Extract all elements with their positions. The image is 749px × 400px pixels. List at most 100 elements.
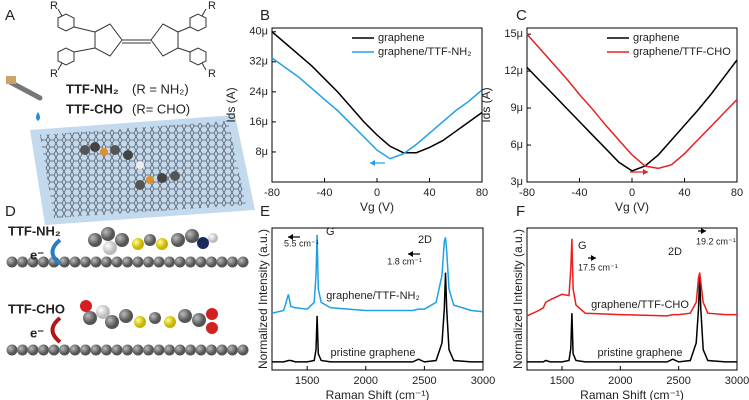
carbon-atom <box>69 256 81 268</box>
annotation: 2D <box>668 246 682 258</box>
carbon-atom <box>216 256 228 268</box>
carbon-atom <box>237 256 249 268</box>
molecule-name: TTF-CHO <box>66 101 123 116</box>
carbon-atom <box>132 256 144 268</box>
carbon-atom <box>143 256 154 268</box>
annotation: 2D <box>418 234 432 246</box>
carbon-atom <box>122 344 133 356</box>
series-label: graphene/TTF-CHO <box>591 299 689 311</box>
carbon-atom <box>111 344 123 356</box>
x-tick-label: 80 <box>731 187 743 199</box>
r-group: R <box>50 0 58 12</box>
legend-label: graphene <box>378 32 425 44</box>
data-line <box>526 33 738 170</box>
carbon-atom <box>17 256 28 268</box>
panel-label: A <box>5 7 15 24</box>
carbon-atom <box>80 344 91 356</box>
x-tick-label: 3000 <box>471 375 495 387</box>
y-axis-title: Ids (A) <box>224 87 238 122</box>
y-tick-label: 15μ <box>504 28 523 40</box>
carbon-atom <box>69 344 81 356</box>
adsorbed-molecules <box>80 142 180 190</box>
panel-label: B <box>260 7 270 24</box>
x-tick-label: 1500 <box>295 375 319 387</box>
data-line <box>526 59 738 172</box>
r-group: R <box>50 68 58 80</box>
carbon-atom <box>101 256 112 268</box>
carbon-atom <box>216 344 228 356</box>
x-tick-label: 40 <box>423 187 435 199</box>
x-tick-label: -40 <box>572 187 588 199</box>
arrow-head <box>701 228 706 234</box>
carbon-atom <box>132 344 144 356</box>
graphene-lattice <box>40 121 246 218</box>
carbon-atom <box>6 344 18 356</box>
annotation: G <box>326 226 335 238</box>
electron: e⁻ <box>30 247 44 262</box>
carbon-atom <box>227 344 238 356</box>
x-tick-label: 0 <box>374 187 380 199</box>
plot-frame <box>526 227 738 371</box>
carbon-atom <box>111 256 123 268</box>
x-tick-label: 80 <box>476 187 488 199</box>
y-tick-label: 12μ <box>504 65 523 77</box>
arrow-head <box>370 160 375 166</box>
x-tick-label: 1500 <box>550 375 574 387</box>
carbon-atom <box>48 344 60 356</box>
carbon-atom <box>206 344 217 356</box>
legend-label: graphene <box>633 32 680 44</box>
y-axis-title: Normalized Intensity (a.u.) <box>256 229 270 369</box>
carbon-atom <box>80 256 91 268</box>
y-tick-label: 24μ <box>249 86 268 98</box>
carbon-atom <box>153 344 165 356</box>
carbon-atom <box>143 344 154 356</box>
x-axis-title: Raman Shift (cm⁻¹) <box>580 388 684 400</box>
y-tick-label: 3μ <box>511 176 523 188</box>
carbon-atom <box>164 256 175 268</box>
x-tick-label: 2000 <box>608 375 632 387</box>
carbon-atom <box>174 344 186 356</box>
y-tick-label: 16μ <box>249 116 268 128</box>
x-tick-label: 40 <box>678 187 690 199</box>
carbon-atom <box>38 256 49 268</box>
electron: e⁻ <box>30 325 44 340</box>
carbon-atom <box>164 344 175 356</box>
panel-label: F <box>516 203 525 220</box>
y-axis-title: Ids (A) <box>479 87 493 122</box>
molecule-name: TTF-CHO <box>8 301 65 316</box>
x-axis-title: Raman Shift (cm⁻¹) <box>326 388 430 400</box>
carbon-atom <box>6 256 18 268</box>
x-axis-title: Vg (V) <box>360 200 394 214</box>
carbon-atom <box>38 344 49 356</box>
arrow-head <box>643 169 648 175</box>
x-axis-title: Vg (V) <box>615 200 649 214</box>
molecule-name: TTF-NH₂ <box>66 81 119 96</box>
carbon-atom <box>17 344 28 356</box>
pipette <box>6 76 43 121</box>
r-group: R <box>208 0 216 12</box>
data-line <box>271 31 483 154</box>
carbon-atom <box>27 256 39 268</box>
carbon-atom <box>153 256 165 268</box>
carbon-atom <box>27 344 39 356</box>
annotation: 19.2 cm⁻¹ <box>696 236 736 246</box>
x-tick-label: -80 <box>264 187 280 199</box>
arrow-head <box>591 255 596 261</box>
carbon-atom <box>237 344 249 356</box>
y-tick-label: 6μ <box>511 139 523 151</box>
annotation: 1.8 cm⁻¹ <box>387 256 422 266</box>
graphene-row <box>6 256 249 356</box>
carbon-atom <box>122 256 133 268</box>
annotation: G <box>578 240 587 252</box>
carbon-atom <box>195 344 207 356</box>
arrow-head <box>408 251 413 257</box>
data-line <box>527 275 737 363</box>
carbon-atom <box>174 256 186 268</box>
annotation: 5.5 cm⁻¹ <box>284 238 319 248</box>
panel-label: D <box>5 203 16 220</box>
molecule-structure <box>57 8 207 71</box>
plot-frame <box>271 227 484 371</box>
carbon-atom <box>101 344 112 356</box>
x-tick-label: 2500 <box>412 375 436 387</box>
